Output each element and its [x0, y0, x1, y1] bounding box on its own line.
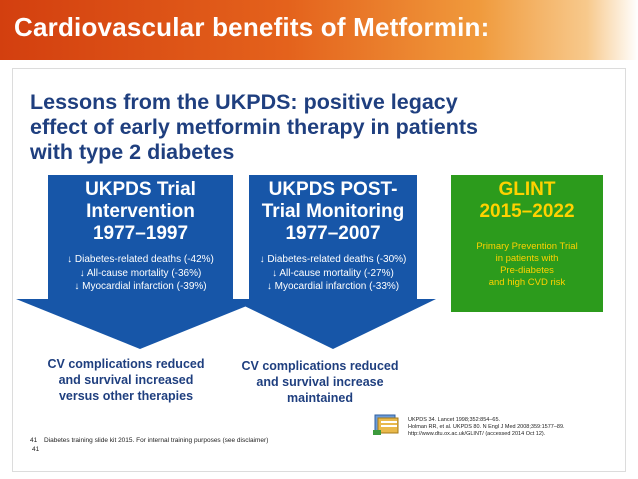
heading-line: with type 2 diabetes [30, 140, 235, 164]
ukpds-trial-arrow-tip [16, 299, 264, 349]
box-stat: ↓ All-cause mortality (-36%) [79, 267, 202, 279]
caption-line: and survival increased [58, 373, 194, 387]
caption-line: versus other therapies [58, 389, 194, 403]
reference-line: UKPDS 34. Lancet 1998;352:854–65. [408, 417, 501, 423]
box-title-line: UKPDS Trial [85, 179, 196, 200]
heading-line: Lessons from the UKPDS: positive legacy [30, 90, 458, 114]
box-stat: ↓ Myocardial infarction (-39%) [74, 281, 207, 292]
box-stat: ↓ Myocardial infarction (-33%) [266, 281, 400, 292]
box-body-line: Pre-diabetes [500, 265, 554, 276]
book-icon [373, 414, 399, 435]
ukpds-trial-box: UKPDS Trial Intervention 1977–1997 ↓ Dia… [48, 175, 233, 300]
caption-trial: CV complications reduced and survival in… [26, 356, 226, 404]
page-number: 41 [32, 446, 40, 453]
reference-line: Holman RR, et al. UKPDS 80. N Engl J Med… [408, 424, 565, 430]
heading-line: effect of early metformin therapy in pat… [30, 115, 479, 139]
box-title-line: Intervention [86, 201, 195, 222]
box-stat: ↓ Diabetes-related deaths (-42%) [67, 254, 214, 265]
box-stat: ↓ Diabetes-related deaths (-30%) [259, 254, 407, 265]
box-title-line: UKPDS POST- [268, 179, 398, 200]
references: UKPDS 34. Lancet 1998;352:854–65. Holman… [408, 417, 565, 438]
box-title-line: 1977–2007 [285, 223, 381, 244]
footnote-text: Diabetes training slide kit 2015. For in… [44, 437, 269, 444]
box-stat: ↓ All-cause mortality (-27%) [272, 267, 394, 279]
box-body-line: Primary Prevention Trial [476, 241, 578, 252]
ukpds-post-trial-box: UKPDS POST- Trial Monitoring 1977–2007 ↓… [249, 175, 417, 300]
caption-line: and survival increase [256, 375, 384, 389]
slide-title: Cardiovascular benefits of Metformin: [14, 12, 490, 42]
footnote-number: 41 [30, 437, 38, 444]
box-title-line: GLINT [498, 179, 556, 200]
box-body-line: and high CVD risk [488, 277, 566, 288]
ukpds-post-trial-arrow-tip [230, 299, 436, 349]
box-title-line: 2015–2022 [479, 201, 575, 222]
caption-line: maintained [287, 391, 353, 405]
reference-line: http://www.dtu.ox.ac.uk/GLINT/ (accessed… [408, 431, 546, 437]
caption-line: CV complications reduced [241, 359, 399, 373]
box-body-line: in patients with [495, 253, 559, 264]
slide-heading: Lessons from the UKPDS: positive legacy … [30, 90, 610, 165]
glint-box: GLINT 2015–2022 Primary Prevention Trial… [451, 175, 603, 312]
caption-line: CV complications reduced [47, 357, 205, 371]
box-title-line: 1977–1997 [92, 223, 189, 244]
caption-post-trial: CV complications reduced and survival in… [220, 358, 420, 406]
title-bar: Cardiovascular benefits of Metformin: [0, 0, 638, 60]
box-title-line: Trial Monitoring [261, 201, 405, 222]
